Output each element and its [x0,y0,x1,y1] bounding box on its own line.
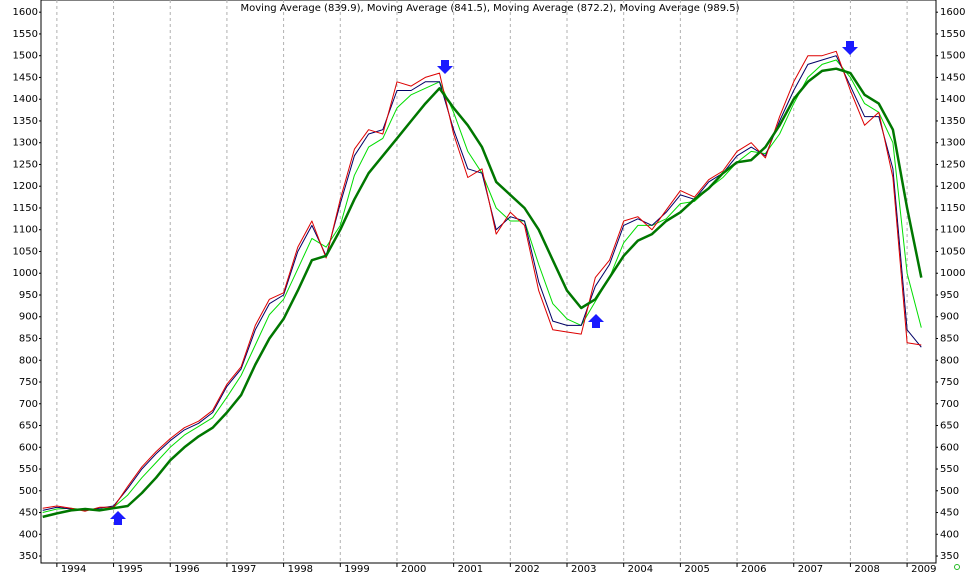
chart-title: Moving Average (839.9), Moving Average (… [241,3,740,14]
y-tick-label: 1350 [13,116,38,127]
y-tick-label: 450 [19,508,38,519]
y-tick-label-right: 950 [940,290,959,301]
x-tick-label: 1994 [61,564,86,574]
x-tick-label: 1999 [344,564,369,574]
y-tick-label: 800 [19,355,38,366]
y-tick-label-right: 350 [940,551,959,562]
y-tick-label-right: 900 [940,312,959,323]
y-tick-label: 600 [19,442,38,453]
buy-arrow [588,314,604,328]
y-tick-label-right: 1350 [940,116,965,127]
y-tick-label: 1400 [13,94,38,105]
y-tick-label: 900 [19,312,38,323]
buy-arrow [110,511,126,525]
status-dot [954,564,960,570]
y-tick-label-right: 1600 [940,7,965,18]
y-tick-label: 1550 [13,29,38,40]
sell-arrow [842,41,858,55]
y-tick-label-right: 1500 [940,51,965,62]
x-tick-label: 2009 [911,564,936,574]
y-tick-label-right: 1150 [940,203,965,214]
x-tick-label: 2005 [684,564,709,574]
y-tick-label: 1500 [13,51,38,62]
y-tick-label-right: 750 [940,377,959,388]
y-tick-label-right: 1050 [940,246,965,257]
y-tick-label: 350 [19,551,38,562]
y-tick-label: 550 [19,464,38,475]
y-tick-label-right: 1100 [940,225,965,236]
y-tick-label: 850 [19,333,38,344]
y-tick-label: 1250 [13,159,38,170]
y-tick-label-right: 700 [940,399,959,410]
markers [110,41,858,525]
y-tick-label: 1150 [13,203,38,214]
y-tick-label: 1050 [13,246,38,257]
x-tick-label: 2000 [401,564,426,574]
y-tick-label-right: 500 [940,486,959,497]
y-tick-label-right: 800 [940,355,959,366]
y-tick-label-right: 1000 [940,268,965,279]
x-tick-label: 2008 [854,564,879,574]
x-tick-label: 2007 [798,564,823,574]
y-tick-label-right: 550 [940,464,959,475]
y-tick-label-right: 1250 [940,159,965,170]
y-tick-label-right: 600 [940,442,959,453]
x-tick-label: 1997 [231,564,256,574]
x-tick-label: 1995 [118,564,143,574]
sell-arrow [437,60,453,74]
plot-area [40,0,937,564]
y-tick-label: 750 [19,377,38,388]
y-tick-label: 400 [19,529,38,540]
x-tick-label: 2001 [458,564,483,574]
y-tick-label-right: 1200 [940,181,965,192]
series-line [42,67,923,519]
y-tick-label-right: 1400 [940,94,965,105]
y-tick-label: 1450 [13,72,38,83]
y-tick-label: 1200 [13,181,38,192]
y-tick-label: 650 [19,421,38,432]
y-tick-label-right: 1550 [940,29,965,40]
y-tick-label-right: 450 [940,508,959,519]
x-tick-label: 2002 [514,564,539,574]
x-tick-label: 2003 [571,564,596,574]
x-tick-label: 2004 [628,564,653,574]
y-tick-label: 1100 [13,225,38,236]
y-tick-label-right: 400 [940,529,959,540]
x-tick-label: 1998 [288,564,313,574]
y-tick-label-right: 850 [940,333,959,344]
y-tick-label: 700 [19,399,38,410]
y-tick-label-right: 650 [940,421,959,432]
x-tick-label: 2006 [741,564,766,574]
y-tick-label: 1300 [13,138,38,149]
x-tick-label: 1996 [174,564,199,574]
y-tick-label: 1000 [13,268,38,279]
y-tick-label: 950 [19,290,38,301]
y-tick-label: 500 [19,486,38,497]
y-tick-label-right: 1300 [940,138,965,149]
y-tick-label-right: 1450 [940,72,965,83]
y-tick-label: 1600 [13,7,38,18]
